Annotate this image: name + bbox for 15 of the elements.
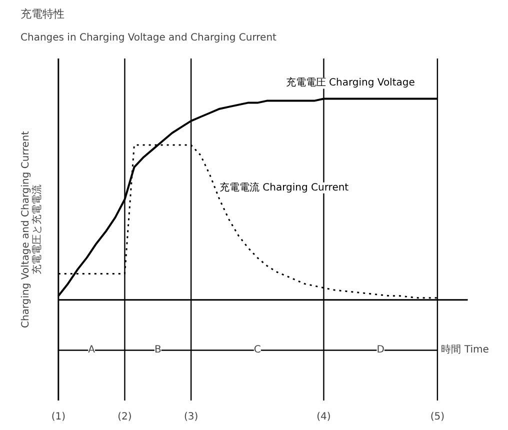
x-tick-label: (5) [430, 412, 445, 422]
series-label: 充電電流 Charging Current [219, 181, 349, 194]
x-tick-label: (2) [118, 412, 132, 422]
text: B [154, 344, 162, 356]
x-tick-label: (4) [316, 412, 331, 422]
text: C [254, 344, 261, 356]
chart-subtitle: Changes in Charging Voltage and Charging Current [20, 32, 277, 44]
text: A [88, 344, 96, 356]
x-tick-label: (1) [51, 412, 66, 422]
x-tick-label: (3) [184, 412, 198, 422]
series-label: 充電電圧 Charging Voltage [286, 76, 415, 89]
text: D [376, 344, 385, 356]
y-axis-title: Charging Voltage and Charging Current 充電電圧と充電電流 [20, 130, 44, 328]
chart-title: 充電特性 [20, 8, 64, 20]
x-axis-title: 時間 Time [441, 344, 489, 356]
